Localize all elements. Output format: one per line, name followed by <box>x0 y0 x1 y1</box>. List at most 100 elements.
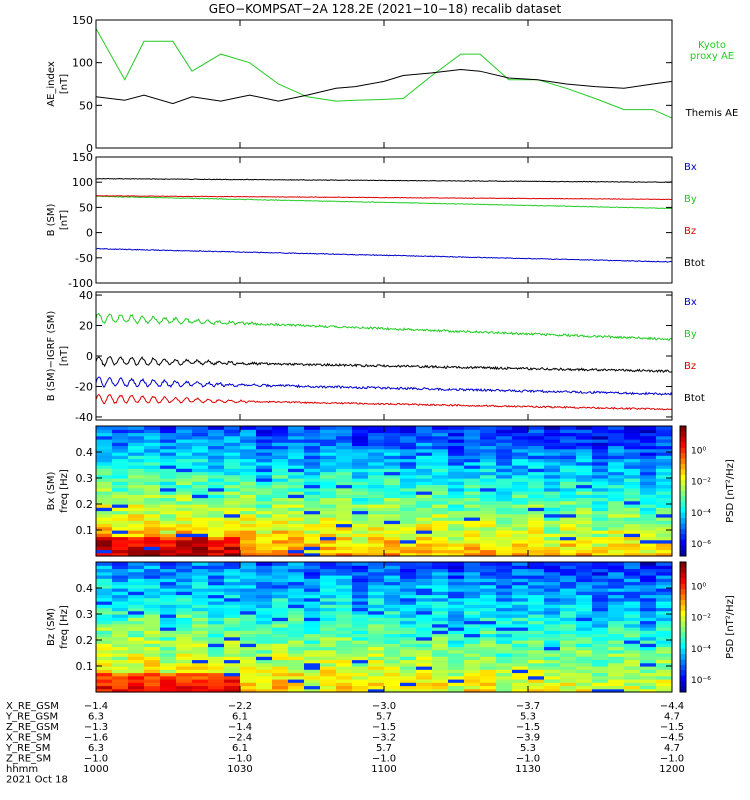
heatmap-cell <box>640 435 657 440</box>
heatmap-cell <box>448 429 465 434</box>
heatmap-cell <box>240 494 257 499</box>
heatmap-cell <box>256 549 273 554</box>
y-tick-label: 0.1 <box>76 524 94 537</box>
heatmap-cell <box>592 510 609 515</box>
heatmap-cell <box>272 536 289 541</box>
heatmap-cell <box>192 679 209 683</box>
heatmap-cell <box>192 426 209 430</box>
heatmap-cell <box>352 491 369 495</box>
heatmap-cell <box>560 623 577 628</box>
heatmap-cell <box>96 448 113 453</box>
heatmap-cell <box>336 584 353 589</box>
heatmap-cell <box>592 435 609 440</box>
heatmap-cell <box>320 494 337 499</box>
heatmap-cell <box>656 633 673 638</box>
heatmap-cell <box>608 536 625 541</box>
heatmap-cell <box>384 478 401 482</box>
heatmap-cell <box>576 597 593 602</box>
heatmap-cell <box>560 510 577 515</box>
heatmap-cell <box>432 523 449 528</box>
heatmap-cell <box>144 575 161 579</box>
heatmap-cell <box>416 471 433 476</box>
heatmap-cell <box>208 666 225 670</box>
heatmap-cell <box>128 623 145 628</box>
heatmap-cell <box>464 675 481 680</box>
heatmap-cell <box>272 662 289 667</box>
heatmap-cell <box>576 688 593 693</box>
heatmap-cell <box>144 685 161 690</box>
heatmap-cell <box>256 507 273 512</box>
heatmap-cell <box>176 601 193 605</box>
heatmap-cell <box>544 620 561 625</box>
heatmap-cell <box>640 494 657 499</box>
heatmap-cell <box>400 575 417 579</box>
heatmap-cell <box>192 688 209 693</box>
heatmap-cell <box>528 543 545 547</box>
heatmap-cell <box>240 455 257 460</box>
heatmap-cell <box>592 497 609 502</box>
heatmap-cell <box>384 530 401 534</box>
heatmap-cell <box>432 517 449 521</box>
heatmap-cell <box>192 439 209 443</box>
heatmap-cell <box>528 487 545 492</box>
heatmap-cell <box>256 581 273 586</box>
heatmap-cell <box>272 481 289 486</box>
ephem-value: 1030 <box>227 764 252 775</box>
heatmap-cell <box>320 646 337 651</box>
heatmap-cell <box>544 630 561 635</box>
heatmap-cell <box>448 458 465 463</box>
heatmap-cell <box>256 429 273 434</box>
heatmap-cell <box>656 649 673 654</box>
heatmap-cell <box>432 640 449 644</box>
heatmap-cell <box>320 513 337 518</box>
heatmap-cell <box>400 474 417 479</box>
heatmap-cell <box>160 494 177 499</box>
heatmap-cell <box>512 526 529 531</box>
heatmap-cell <box>304 507 321 512</box>
heatmap-cell <box>384 610 401 615</box>
heatmap-cell <box>656 597 673 602</box>
heatmap-cell <box>160 435 177 440</box>
heatmap-cell <box>128 539 145 544</box>
colorbar-cell <box>680 545 686 552</box>
heatmap-cell <box>144 588 161 592</box>
heatmap-cell <box>320 685 337 690</box>
heatmap-cell <box>560 614 577 618</box>
heatmap-cell <box>608 682 625 687</box>
heatmap-cell <box>192 442 209 447</box>
heatmap-cell <box>496 675 513 680</box>
heatmap-cell <box>400 452 417 456</box>
heatmap-cell <box>144 688 161 693</box>
heatmap-cell <box>160 685 177 690</box>
heatmap-cell <box>512 481 529 486</box>
heatmap-cell <box>496 429 513 434</box>
heatmap-cell <box>112 601 129 605</box>
heatmap-cell <box>352 471 369 476</box>
heatmap-cell <box>192 491 209 495</box>
heatmap-cell <box>96 672 113 677</box>
heatmap-cell <box>96 497 113 502</box>
heatmap-cell <box>352 646 369 651</box>
heatmap-cell <box>304 578 321 583</box>
heatmap-cell <box>240 568 257 573</box>
heatmap-cell <box>576 426 593 430</box>
heatmap-cell <box>272 458 289 463</box>
heatmap-cell <box>544 487 561 492</box>
heatmap-cell <box>592 523 609 528</box>
heatmap-cell <box>608 533 625 538</box>
heatmap-cell <box>384 584 401 589</box>
heatmap-cell <box>256 530 273 534</box>
heatmap-cell <box>624 607 641 612</box>
heatmap-cell <box>256 672 273 677</box>
heatmap-cell <box>336 675 353 680</box>
heatmap-cell <box>304 435 321 440</box>
heatmap-cell <box>544 536 561 541</box>
heatmap-cell <box>448 669 465 674</box>
heatmap-cell <box>144 543 161 547</box>
heatmap-cell <box>528 675 545 680</box>
heatmap-cell <box>656 679 673 683</box>
heatmap-cell <box>224 429 241 434</box>
heatmap-cell <box>512 523 529 528</box>
heatmap-cell <box>176 507 193 512</box>
heatmap-cell <box>192 435 209 440</box>
